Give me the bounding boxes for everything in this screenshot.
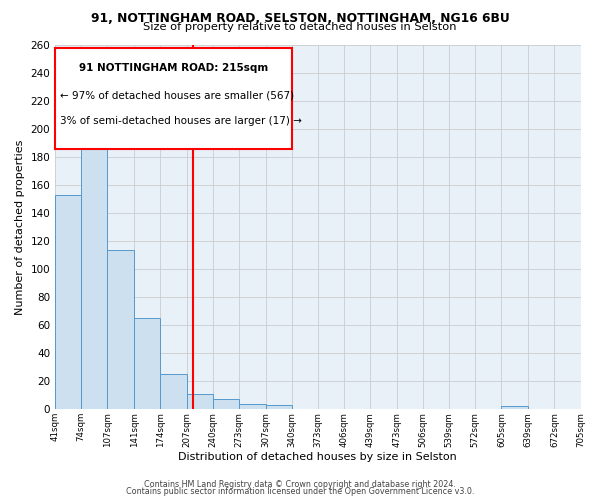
Bar [212,400,239,409]
Bar [160,374,187,410]
Bar [134,318,160,410]
X-axis label: Distribution of detached houses by size in Selston: Distribution of detached houses by size … [178,452,457,462]
Bar [187,394,212,409]
Text: Contains public sector information licensed under the Open Government Licence v3: Contains public sector information licen… [126,487,474,496]
Bar [502,406,528,410]
Text: 3% of semi-detached houses are larger (17) →: 3% of semi-detached houses are larger (1… [59,116,301,126]
Bar [239,404,266,409]
FancyBboxPatch shape [55,48,292,148]
Bar [55,195,81,410]
Bar [81,118,107,410]
Bar [266,405,292,409]
Text: Size of property relative to detached houses in Selston: Size of property relative to detached ho… [143,22,457,32]
Bar [107,250,134,410]
Text: 91, NOTTINGHAM ROAD, SELSTON, NOTTINGHAM, NG16 6BU: 91, NOTTINGHAM ROAD, SELSTON, NOTTINGHAM… [91,12,509,24]
Y-axis label: Number of detached properties: Number of detached properties [15,140,25,315]
Text: ← 97% of detached houses are smaller (567): ← 97% of detached houses are smaller (56… [59,90,293,100]
Text: Contains HM Land Registry data © Crown copyright and database right 2024.: Contains HM Land Registry data © Crown c… [144,480,456,489]
Text: 91 NOTTINGHAM ROAD: 215sqm: 91 NOTTINGHAM ROAD: 215sqm [79,63,268,73]
